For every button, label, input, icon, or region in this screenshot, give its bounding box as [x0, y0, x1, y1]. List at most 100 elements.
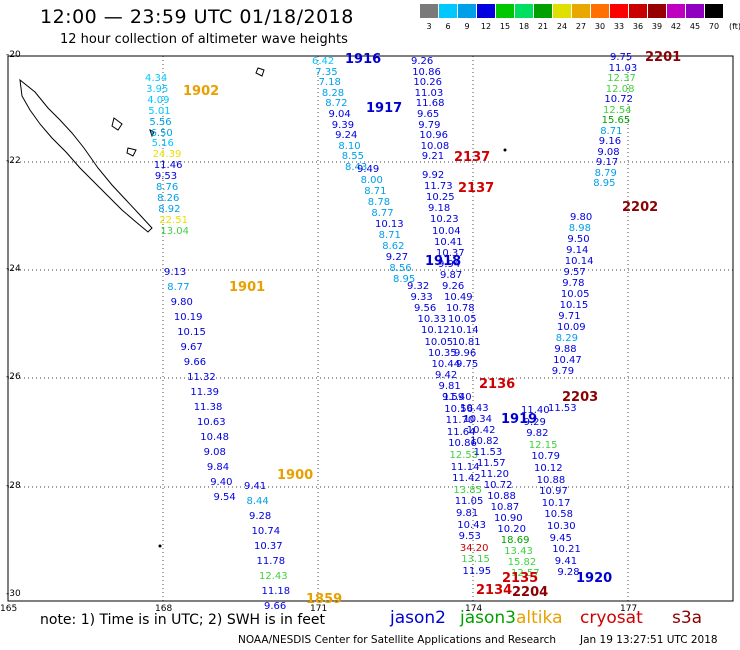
- scale-swatch: [420, 4, 438, 18]
- wave-height-value: 10.49: [444, 292, 473, 304]
- scale-label: 3: [426, 22, 432, 31]
- lon-label: 165: [0, 604, 18, 614]
- pass-time-label: 2203: [562, 390, 599, 405]
- wave-height-value: 10.15: [559, 300, 589, 311]
- wave-height-value: 8.78: [367, 197, 391, 208]
- wave-height-value: 9.53: [458, 531, 481, 543]
- wave-height-value: 10.82: [470, 436, 499, 447]
- pass-time-label: 2134: [476, 583, 513, 598]
- wave-height-value: 10.86: [448, 438, 477, 450]
- wave-height-value: 9.45: [549, 532, 572, 544]
- scale-swatch: [591, 4, 609, 18]
- lon-label: 177: [620, 604, 638, 614]
- wave-height-value: 9.04: [328, 109, 351, 120]
- wave-height-value: 9.40: [210, 477, 233, 488]
- wave-height-value: 9.54: [213, 492, 236, 503]
- wave-height-value: 8.98: [568, 223, 591, 234]
- wave-height-value: 9.88: [554, 344, 577, 355]
- wave-height-value: 9.75: [456, 358, 479, 370]
- wave-height-value: 8.95: [393, 274, 416, 285]
- scale-label: 30: [594, 22, 606, 31]
- wave-height-value: 13.15: [461, 554, 490, 566]
- wave-height-value: 15.65: [601, 115, 631, 126]
- wave-height-value: 8.28: [321, 87, 345, 99]
- scale-swatch: [534, 4, 552, 18]
- pass-time-label: 1917: [366, 101, 403, 116]
- gridlines: [8, 56, 733, 601]
- wave-height-value: 10.35: [428, 347, 457, 359]
- wave-height-value: 10.56: [444, 403, 473, 415]
- wave-height-value: 9.78: [562, 278, 585, 289]
- wave-height-value: 9.56: [414, 303, 437, 315]
- scale-label: 12: [480, 22, 492, 31]
- lat-label: -26: [6, 372, 21, 382]
- wave-height-value: 9.13: [164, 267, 187, 278]
- wave-height-value: 9.66: [183, 357, 207, 368]
- wave-height-value: 9.71: [558, 311, 581, 322]
- wave-height-value: 7.18: [318, 77, 341, 89]
- map-border: [7, 55, 734, 602]
- wave-height-value: 10.12: [534, 463, 563, 474]
- lat-label: -24: [6, 264, 21, 274]
- wave-height-value: 8.56: [389, 263, 412, 274]
- wave-height-value: 10.37: [436, 247, 465, 259]
- wave-height-value: 10.48: [200, 432, 229, 443]
- wave-height-value: 9.21: [421, 151, 445, 163]
- wave-height-value: 9.80: [570, 212, 593, 223]
- wave-height-value: 12.08: [605, 83, 635, 95]
- wave-height-value: 9.27: [385, 252, 409, 263]
- wave-height-value: 10.33: [417, 314, 447, 326]
- footnote: note: 1) Time is in UTC; 2) SWH is in fe…: [40, 612, 326, 628]
- wave-height-value: 13.04: [160, 225, 190, 237]
- wave-height-value: 3.95: [146, 83, 169, 95]
- wave-height-value: 11.70: [445, 415, 475, 427]
- wave-height-value: 8.29: [555, 333, 578, 344]
- wave-height-value: 8.71: [364, 186, 387, 197]
- scale-label: 70: [708, 22, 720, 31]
- wave-height-value: 8.10: [338, 140, 361, 152]
- wave-height-value: 10.63: [197, 417, 226, 428]
- wave-height-value: 9.49: [357, 164, 380, 175]
- wave-height-value: 8.79: [594, 167, 617, 179]
- wave-height-value: 10.13: [375, 219, 404, 230]
- scale-swatch: [629, 4, 647, 18]
- wave-height-value: 9.26: [442, 281, 465, 292]
- wave-height-value: 10.72: [483, 480, 513, 491]
- wave-height-value: 10.05: [560, 289, 590, 300]
- wave-height-value: 5.16: [151, 138, 174, 150]
- scale-swatch: [572, 4, 590, 18]
- wave-height-value: 12.54: [603, 104, 632, 116]
- wave-height-value: 9.29: [523, 416, 546, 428]
- lon-label: 168: [155, 604, 173, 614]
- wave-height-value: 10.14: [564, 256, 594, 267]
- wave-height-value: 5.01: [148, 105, 171, 117]
- scale-swatch: [515, 4, 533, 18]
- wave-height-value: 8.71: [600, 125, 623, 137]
- subtitle: 12 hour collection of altimeter wave hei…: [60, 32, 348, 47]
- wave-height-value: 11.20: [480, 469, 510, 480]
- wave-height-value: 11.32: [187, 372, 216, 383]
- wave-height-value: 10.88: [536, 474, 566, 486]
- scale-swatch: [667, 4, 685, 18]
- wave-height-value: 9.08: [203, 447, 226, 458]
- wave-height-value: 9.39: [331, 119, 355, 131]
- wave-height-value: 9.16: [598, 136, 622, 147]
- scale-label: 33: [613, 22, 625, 31]
- legend-cryosat: cryosat: [580, 608, 643, 628]
- wave-height-value: 9.50: [567, 234, 590, 245]
- wave-height-value: 11.40: [443, 392, 472, 403]
- wave-height-value: 9.79: [551, 366, 575, 377]
- wave-height-value: 10.20: [497, 524, 527, 535]
- lat-label: -30: [6, 589, 21, 599]
- wave-height-value: 11.73: [424, 181, 453, 193]
- wave-height-value: 11.42: [452, 473, 481, 485]
- scale-swatch: [458, 4, 476, 18]
- wave-height-value: 11.57: [477, 458, 506, 469]
- wave-height-value: 9.81: [438, 380, 461, 392]
- wave-height-value: 12.37: [607, 73, 636, 84]
- wave-height-value: 12.57: [511, 568, 540, 579]
- wave-height-value: 10.15: [177, 327, 206, 338]
- credit-line: NOAA/NESDIS Center for Satellite Applica…: [238, 634, 556, 646]
- wave-height-value: 8.72: [325, 98, 348, 110]
